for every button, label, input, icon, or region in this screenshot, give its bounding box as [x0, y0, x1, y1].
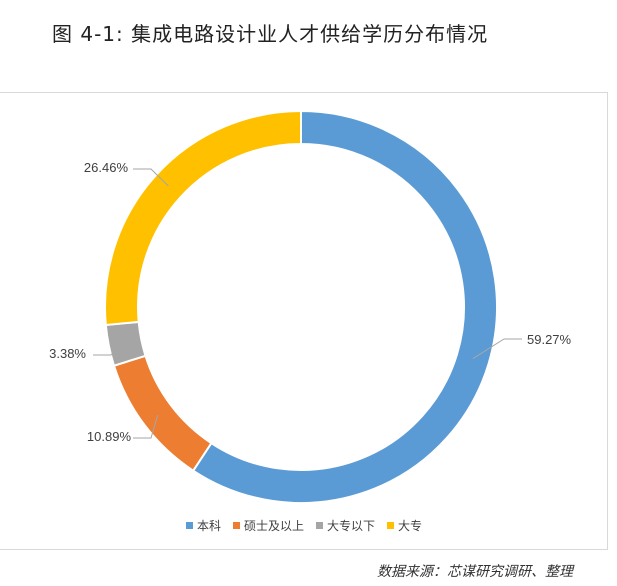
legend-item-0: 本科 [185, 517, 221, 534]
legend-swatch-1 [232, 522, 240, 529]
legend-label-0: 本科 [196, 519, 221, 533]
legend-swatch-2 [316, 522, 323, 529]
donut-slice-3 [104, 109, 302, 327]
legend-swatch-3 [387, 522, 395, 529]
donut-slice-1 [112, 354, 213, 473]
donut-slice-0 [191, 109, 498, 504]
donut-chart: 59.27% 10.89% 3.38% 26.46% [49, 109, 572, 504]
data-label-0: 59.27% [527, 332, 572, 347]
chart-frame [0, 92, 608, 550]
leader-line-2 [93, 341, 126, 356]
legend-label-2: 大专以下 [327, 519, 376, 533]
legend-label-1: 硕士及以上 [243, 519, 304, 533]
legend-item-2: 大专以下 [316, 517, 375, 534]
legend-item-1: 硕士及以上 [232, 517, 304, 534]
legend-label-3: 大专 [398, 519, 423, 533]
leader-line-3 [133, 168, 169, 187]
data-label-2: 3.38% [49, 346, 86, 361]
leader-line-0 [472, 338, 522, 359]
chart-legend: 本科 硕士及以上 大专以下 大专 [0, 517, 608, 534]
legend-swatch-0 [185, 522, 193, 529]
source-note: 数据来源：芯谋研究调研、整理 [377, 564, 573, 580]
legend-item-3: 大专 [387, 517, 422, 534]
figure-title: 图 4-1: 集成电路设计业人才供给学历分布情况 [52, 22, 489, 46]
data-label-1: 10.89% [87, 429, 132, 444]
leader-line-1 [133, 414, 159, 439]
data-label-3: 26.46% [84, 160, 129, 175]
